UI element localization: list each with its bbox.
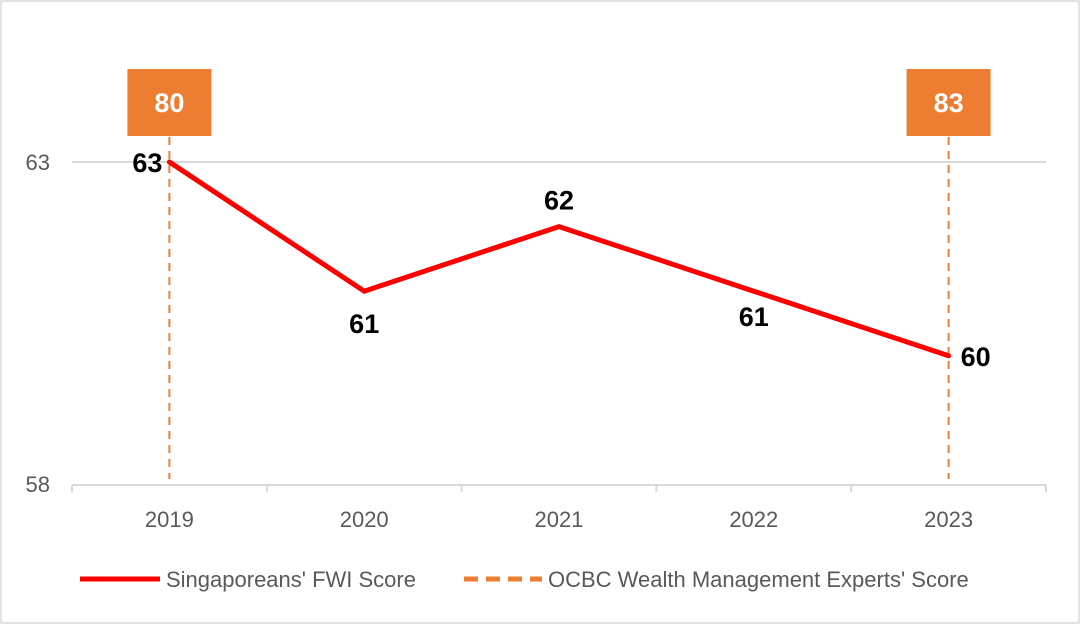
fwi-data-label-2023: 60 xyxy=(961,342,991,372)
y-tick-63: 63 xyxy=(26,150,50,175)
x-tick-2022: 2022 xyxy=(729,507,778,532)
legend-fwi-label: Singaporeans' FWI Score xyxy=(166,567,416,592)
legend: Singaporeans' FWI Score OCBC Wealth Mana… xyxy=(80,567,969,592)
fwi-data-label-2022: 61 xyxy=(739,302,769,332)
plot-layer: 2019 2020 2021 2022 2023 80 83 63 61 62 61 60 xyxy=(71,69,1047,532)
fwi-data-label-2021: 62 xyxy=(544,186,574,216)
legend-experts-label: OCBC Wealth Management Experts' Score xyxy=(548,567,969,592)
fwi-series-line xyxy=(166,159,952,359)
y-tick-58: 58 xyxy=(26,472,50,497)
experts-score-box-2019 xyxy=(127,69,212,136)
experts-score-box-2023 xyxy=(906,69,991,136)
fwi-data-label-2019: 63 xyxy=(132,148,162,178)
x-tick-2021: 2021 xyxy=(535,507,584,532)
experts-score-label-2023: 83 xyxy=(934,88,964,118)
x-tick-2019: 2019 xyxy=(145,507,194,532)
fwi-data-label-2020: 61 xyxy=(349,309,379,339)
experts-score-label-2019: 80 xyxy=(154,88,184,118)
x-tick-2023: 2023 xyxy=(924,507,973,532)
x-tick-2020: 2020 xyxy=(340,507,389,532)
